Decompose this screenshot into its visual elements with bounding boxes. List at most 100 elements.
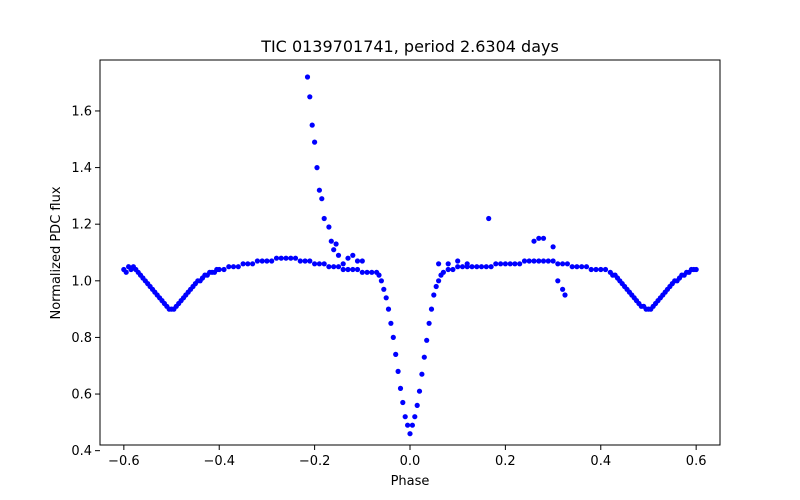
- data-point: [345, 255, 351, 261]
- data-point: [309, 122, 315, 128]
- y-tick-label: 1.6: [71, 104, 92, 119]
- data-point: [593, 266, 599, 273]
- data-point: [340, 261, 346, 267]
- data-point: [469, 264, 475, 270]
- data-point: [235, 264, 241, 270]
- y-axis-label: Normalized PDC flux: [49, 186, 64, 319]
- data-point: [560, 286, 566, 292]
- data-point: [426, 320, 432, 326]
- data-point: [369, 269, 375, 275]
- data-point: [693, 266, 699, 273]
- data-point: [598, 266, 604, 273]
- data-point: [354, 266, 361, 273]
- data-point: [436, 278, 442, 284]
- data-point: [312, 261, 318, 267]
- data-point: [326, 264, 332, 270]
- data-point: [440, 269, 446, 275]
- data-point: [536, 258, 542, 264]
- data-point: [540, 258, 547, 264]
- data-point: [502, 261, 508, 267]
- data-point: [321, 215, 327, 222]
- data-point: [526, 258, 532, 264]
- data-point: [540, 235, 547, 241]
- data-point: [424, 337, 430, 343]
- data-point: [350, 252, 356, 258]
- data-point: [421, 354, 427, 360]
- data-point: [307, 258, 313, 264]
- data-point: [345, 266, 351, 273]
- data-point: [416, 388, 423, 394]
- data-point: [259, 258, 265, 264]
- data-point: [264, 258, 270, 264]
- y-tick-label: 0.4: [71, 444, 92, 459]
- data-point: [245, 261, 251, 267]
- data-point: [226, 264, 232, 270]
- data-point: [333, 241, 339, 247]
- data-point: [450, 266, 456, 273]
- x-axis-ticks: −0.6 −0.4 −0.2 0.0 0.2 0.4 0.6: [108, 445, 706, 469]
- data-point: [297, 258, 303, 264]
- y-tick-label: 0.8: [71, 331, 92, 346]
- x-axis-label: Phase: [391, 474, 430, 489]
- data-point: [405, 422, 411, 428]
- data-point: [574, 264, 580, 270]
- data-point: [486, 215, 492, 222]
- data-point: [307, 94, 313, 100]
- data-point: [354, 258, 361, 264]
- data-point: [512, 261, 518, 267]
- data-point: [569, 264, 575, 270]
- x-tick-label: −0.4: [203, 454, 235, 469]
- data-point: [364, 269, 370, 275]
- data-point: [545, 258, 551, 264]
- data-point: [288, 255, 294, 261]
- data-point: [359, 269, 365, 275]
- data-point: [216, 266, 222, 273]
- x-tick-label: 0.0: [400, 454, 421, 469]
- data-point: [376, 272, 382, 278]
- data-point: [328, 238, 334, 244]
- x-tick-label: 0.2: [495, 454, 516, 469]
- data-point: [431, 292, 437, 298]
- x-tick-label: −0.2: [299, 454, 331, 469]
- data-point: [428, 306, 435, 312]
- data-point: [123, 269, 129, 275]
- data-point: [488, 264, 494, 270]
- data-point: [583, 264, 590, 270]
- data-point: [395, 368, 401, 374]
- data-point: [517, 261, 523, 267]
- data-point: [312, 139, 318, 145]
- data-point: [531, 258, 537, 264]
- data-point: [321, 261, 327, 267]
- data-point: [550, 258, 556, 264]
- data-point: [390, 334, 396, 340]
- data-point: [412, 414, 418, 420]
- data-point: [459, 264, 466, 270]
- x-tick-label: −0.6: [108, 454, 140, 469]
- data-point: [474, 264, 480, 270]
- data-point: [316, 261, 322, 267]
- data-point: [400, 399, 406, 406]
- data-point: [531, 238, 537, 244]
- data-point: [278, 255, 284, 261]
- data-point: [445, 266, 451, 273]
- data-point: [562, 292, 568, 298]
- y-axis-ticks: 0.4 0.6 0.8 1.0 1.2 1.4 1.6: [71, 104, 100, 459]
- data-point: [240, 261, 246, 267]
- data-point: [254, 258, 260, 264]
- data-point: [536, 235, 542, 241]
- data-point: [455, 264, 461, 270]
- data-point: [464, 261, 470, 267]
- data-point: [335, 252, 342, 258]
- data-point: [250, 261, 256, 267]
- data-point: [602, 266, 609, 273]
- data-point: [381, 286, 387, 292]
- data-point: [326, 224, 332, 230]
- data-point: [292, 255, 299, 261]
- data-point: [230, 264, 237, 270]
- data-point: [507, 261, 513, 267]
- data-point: [316, 187, 322, 193]
- data-point: [409, 422, 415, 428]
- data-point: [588, 266, 594, 273]
- data-point: [555, 261, 561, 267]
